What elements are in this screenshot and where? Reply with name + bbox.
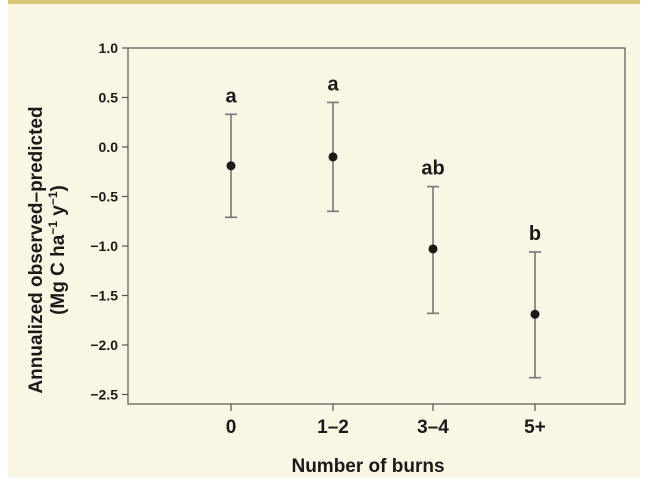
x-tick-label: 0 xyxy=(226,417,237,438)
figure-bottom-margin xyxy=(0,477,646,485)
data-point xyxy=(226,161,236,171)
y-axis-label: Annualized observed–predicted (Mg C ha−1… xyxy=(26,106,69,393)
y-axis-label-unit-main: (Mg C ha xyxy=(48,234,69,315)
y-axis-label-unit-end: ) xyxy=(48,185,69,191)
data-point xyxy=(428,244,438,254)
figure-left-margin xyxy=(0,0,8,485)
figure-top-rule xyxy=(0,0,646,4)
significance-letter: a xyxy=(327,73,339,95)
significance-letter: a xyxy=(225,85,237,107)
x-axis-ticks: 0 1–2 3–4 5+ xyxy=(226,404,546,438)
y-tick-label: 0.5 xyxy=(99,90,119,106)
y-axis-label-line1: Annualized observed–predicted xyxy=(26,106,47,393)
x-tick-label: 5+ xyxy=(524,417,546,438)
y-axis-ticks: 1.0 0.5 0.0 −0.5 −1.0 −1.5 −2.0 −2.5 xyxy=(90,40,128,403)
y-tick-label: −1.5 xyxy=(90,288,118,304)
y-tick-label: 0.0 xyxy=(99,139,119,155)
y-tick-label: −1.0 xyxy=(90,238,118,254)
x-axis-label: Number of burns xyxy=(291,456,444,477)
data-point xyxy=(530,309,540,319)
significance-letter: b xyxy=(529,223,541,245)
y-tick-label: −2.5 xyxy=(90,387,118,403)
y-axis-label-unit-exp2: −1 xyxy=(46,191,60,205)
y-tick-label: −2.0 xyxy=(90,337,118,353)
y-tick-label: 1.0 xyxy=(99,40,119,56)
series: a a ab b xyxy=(225,73,541,379)
significance-letter: ab xyxy=(421,158,444,180)
y-tick-label: −0.5 xyxy=(90,189,118,205)
data-point xyxy=(328,152,338,162)
y-axis-label-unit-exp1: −1 xyxy=(46,221,60,235)
x-tick-label: 1–2 xyxy=(317,417,349,438)
y-axis-label-line2: (Mg C ha−1 y−1) xyxy=(46,185,69,315)
x-tick-label: 3–4 xyxy=(417,417,449,438)
y-axis-label-unit-mid: y xyxy=(48,205,69,221)
plot-frame xyxy=(127,47,626,405)
figure-right-margin xyxy=(640,0,646,485)
